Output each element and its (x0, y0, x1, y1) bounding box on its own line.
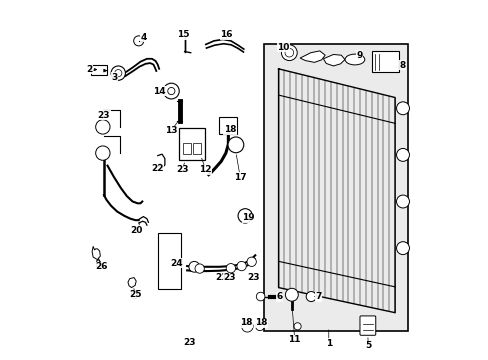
Text: 13: 13 (165, 126, 177, 135)
Ellipse shape (345, 54, 364, 65)
Bar (264, 44, 407, 330)
Circle shape (281, 45, 297, 60)
Text: 23: 23 (183, 338, 195, 347)
Polygon shape (131, 291, 137, 299)
Text: 23: 23 (176, 166, 188, 175)
Circle shape (396, 195, 408, 208)
Text: 19: 19 (242, 213, 255, 222)
Text: 1: 1 (325, 339, 331, 348)
Text: 26: 26 (95, 262, 107, 271)
Circle shape (237, 261, 246, 271)
Text: 10: 10 (277, 43, 289, 52)
Text: 23: 23 (223, 273, 235, 282)
Text: 12: 12 (199, 166, 212, 175)
Text: 24: 24 (170, 259, 183, 268)
Bar (183, 143, 190, 154)
Polygon shape (300, 51, 325, 62)
Circle shape (255, 322, 264, 330)
Circle shape (226, 264, 235, 273)
Circle shape (163, 83, 179, 99)
Circle shape (227, 137, 244, 153)
Text: 16: 16 (220, 30, 232, 39)
Circle shape (167, 87, 175, 95)
Polygon shape (92, 246, 100, 260)
Text: 4: 4 (140, 33, 146, 42)
Text: 15: 15 (176, 30, 189, 39)
Text: 5: 5 (365, 341, 370, 350)
Text: 22: 22 (151, 164, 163, 173)
Circle shape (396, 148, 408, 161)
Bar (192, 143, 201, 154)
Circle shape (293, 323, 301, 330)
Text: 18: 18 (224, 125, 236, 134)
Circle shape (96, 120, 110, 134)
Circle shape (188, 261, 199, 272)
Text: 18: 18 (254, 318, 267, 327)
Circle shape (111, 66, 125, 80)
Polygon shape (128, 278, 136, 288)
Text: 17: 17 (233, 173, 246, 182)
Text: 11: 11 (288, 335, 300, 344)
Text: 21: 21 (215, 273, 227, 282)
Bar (371, 51, 398, 72)
Text: 14: 14 (153, 86, 165, 95)
Circle shape (396, 102, 408, 115)
Text: 6: 6 (276, 292, 282, 301)
Circle shape (115, 69, 122, 77)
FancyBboxPatch shape (359, 316, 375, 335)
Bar (91, 65, 107, 75)
Text: 25: 25 (129, 290, 141, 299)
Text: 7: 7 (315, 292, 321, 301)
Circle shape (396, 242, 408, 255)
Text: 3: 3 (111, 73, 118, 82)
Text: 20: 20 (130, 226, 142, 235)
Bar (219, 117, 237, 134)
Text: 2: 2 (86, 65, 93, 74)
Text: 18: 18 (240, 318, 252, 327)
Circle shape (241, 320, 253, 332)
Circle shape (195, 264, 204, 273)
Bar (179, 128, 204, 160)
Circle shape (246, 257, 256, 266)
Circle shape (133, 36, 143, 46)
Circle shape (238, 209, 252, 223)
Text: 23: 23 (247, 273, 260, 282)
Text: 8: 8 (398, 61, 405, 70)
Circle shape (305, 292, 316, 302)
Circle shape (256, 292, 264, 301)
Polygon shape (97, 260, 100, 268)
Text: 9: 9 (355, 51, 362, 60)
Circle shape (285, 288, 298, 301)
Circle shape (285, 48, 293, 57)
Bar (158, 233, 181, 289)
Polygon shape (323, 54, 344, 66)
Circle shape (96, 146, 110, 160)
Text: 23: 23 (98, 111, 110, 120)
